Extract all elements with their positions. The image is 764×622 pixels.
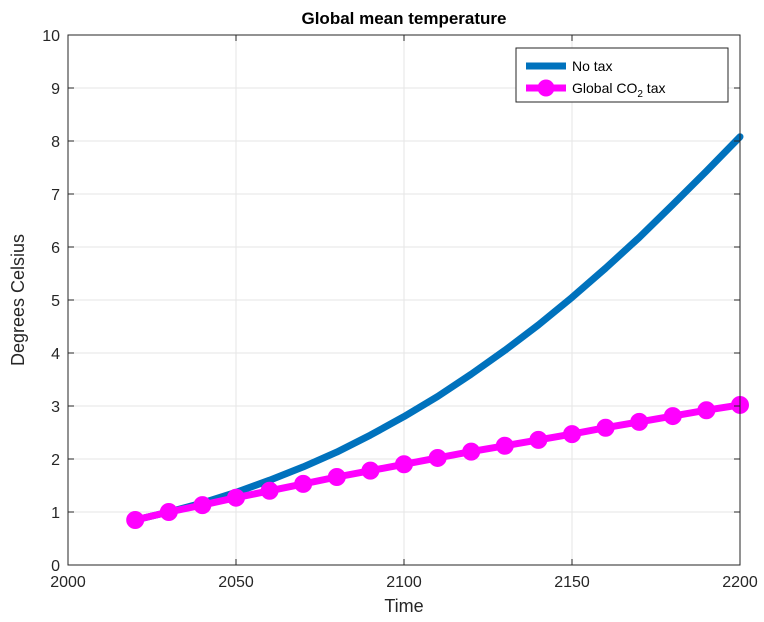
x-tick-label: 2050 — [218, 574, 254, 591]
series-point-1 — [126, 510, 145, 529]
series-point-1 — [159, 503, 178, 521]
series-point-1 — [327, 468, 346, 487]
series-point-1 — [395, 455, 413, 474]
y-axis: 0 1 2 3 4 5 6 7 8 9 10 — [42, 28, 740, 575]
y-tick-label: 7 — [51, 187, 60, 204]
series-point-1 — [260, 481, 279, 500]
y-tick-label: 10 — [42, 28, 60, 45]
series-point-1 — [596, 418, 615, 437]
y-tick-label: 8 — [51, 134, 60, 151]
y-tick-label: 3 — [51, 399, 60, 416]
y-tick-label: 5 — [51, 293, 60, 310]
series-point-1 — [428, 448, 447, 467]
legend-marker-co2-tax — [537, 79, 555, 97]
y-axis-label: Degrees Celsius — [8, 234, 28, 366]
series-point-1 — [630, 412, 649, 431]
y-tick-label: 9 — [51, 81, 60, 98]
y-tick-label: 0 — [51, 558, 60, 575]
series-layer — [126, 133, 749, 529]
series-point-1 — [697, 401, 716, 420]
x-tick-label: 2200 — [722, 574, 758, 591]
y-tick-label: 6 — [51, 240, 60, 257]
series-point-1 — [563, 425, 581, 444]
series-point-1 — [193, 496, 212, 515]
legend-label-co2-prefix: Global CO — [572, 80, 637, 96]
legend-label-no-tax: No tax — [572, 58, 612, 74]
x-tick-label: 2150 — [554, 574, 590, 591]
y-tick-label: 2 — [51, 452, 60, 469]
x-tick-label: 2100 — [386, 574, 422, 591]
x-axis-label: Time — [384, 596, 423, 616]
series-point-1 — [663, 407, 682, 426]
series-point-1 — [529, 430, 548, 449]
legend-label-co2-tax: Global CO2 tax — [572, 80, 666, 100]
series-point-1 — [462, 442, 481, 461]
chart-title: Global mean temperature — [301, 9, 506, 28]
series-point-1 — [495, 436, 514, 455]
x-tick-label: 2000 — [50, 574, 86, 591]
series-point-1 — [294, 474, 313, 493]
legend: No tax Global CO2 tax — [515, 47, 729, 103]
series-point-1 — [361, 461, 380, 480]
y-tick-label: 4 — [51, 346, 60, 363]
series-point-1 — [227, 488, 245, 507]
x-axis: 2000 2050 2100 2150 2200 — [50, 35, 758, 591]
legend-label-co2-suffix: tax — [643, 80, 666, 96]
legend-label-co2-subscript: 2 — [637, 89, 643, 100]
y-tick-label: 1 — [51, 505, 60, 522]
